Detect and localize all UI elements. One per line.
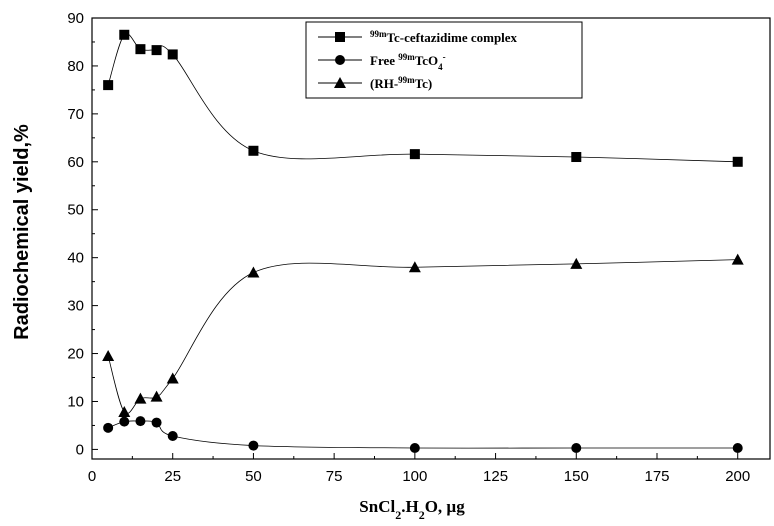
data-point-square (135, 44, 146, 55)
x-tick-label: 100 (402, 468, 427, 485)
data-point-square (103, 80, 114, 91)
series-line (107, 33, 738, 163)
y-tick-label: 80 (67, 58, 84, 75)
legend-entry-part: (RH- (370, 76, 398, 91)
data-point-circle (248, 440, 259, 451)
series-triangle (102, 253, 744, 418)
plot-frame (91, 17, 771, 460)
data-point-triangle (150, 390, 163, 402)
x-tick-label: 175 (644, 468, 669, 485)
y-tick-label: 30 (67, 298, 84, 315)
legend-entry-part: 99m (398, 75, 415, 85)
x-tick-label: 50 (245, 468, 262, 485)
legend-entry-part: - (443, 52, 446, 62)
data-point-square (409, 149, 420, 160)
x-axis-label-post: .H (401, 497, 418, 516)
data-point-square (151, 45, 162, 56)
data-point-circle (409, 442, 420, 453)
legend-entry: 99mTc-ceftazidime complex (370, 29, 518, 45)
y-tick-label: 20 (67, 346, 84, 363)
legend-entry: Free 99mTcO4- (370, 52, 446, 72)
x-tick-label: 0 (88, 468, 96, 485)
axes: 0 25 50 75 100 125 150 175 200 0 10 20 30 40 50 60 70 80 9… (67, 10, 771, 485)
x-tick-label: 25 (164, 468, 181, 485)
data-point-square (248, 145, 259, 156)
legend-entry-part: Free (370, 53, 398, 68)
data-point-triangle (102, 349, 115, 361)
series-line (107, 259, 738, 414)
data-point-circle (119, 416, 130, 427)
data-point-square (732, 156, 743, 167)
data-point-triangle (247, 266, 260, 278)
legend-marker-circle (335, 55, 345, 65)
y-tick-label: 10 (67, 393, 84, 410)
data-point-circle (103, 422, 114, 433)
data-point-circle (151, 417, 162, 428)
data-point-triangle (118, 406, 131, 418)
data-point-square (119, 29, 130, 40)
data-point-circle (135, 416, 146, 427)
x-tick-label: 125 (483, 468, 508, 485)
x-tick-label: 200 (725, 468, 750, 485)
data-point-circle (167, 430, 178, 441)
y-tick-label: 90 (67, 10, 84, 27)
legend-entry: (RH-99mTc) (370, 75, 432, 91)
y-axis-label: Radiochemical yield,% (11, 124, 33, 340)
legend-entry-part: 99m (370, 29, 387, 39)
data-point-triangle (570, 257, 583, 269)
series-square (103, 29, 743, 167)
legend-marker-square (335, 32, 345, 42)
y-tick-label: 0 (76, 441, 84, 458)
data-point-triangle (166, 372, 179, 384)
data-point-square (571, 152, 582, 163)
x-axis-label-sub: 2 (395, 508, 401, 522)
data-point-circle (571, 442, 582, 453)
y-tick-label: 70 (67, 106, 84, 123)
x-tick-label: 150 (564, 468, 589, 485)
series-layer (102, 29, 744, 453)
legend-marker-triangle (334, 77, 346, 88)
data-point-triangle (408, 261, 421, 273)
data-point-square (167, 49, 178, 60)
x-tick-label: 75 (326, 468, 343, 485)
y-tick-label: 50 (67, 202, 84, 219)
legend-entry-part: Tc-ceftazidime complex (387, 30, 518, 45)
x-axis-label: SnCl2.H2O, µg (359, 497, 465, 522)
legend-entry-part: 99m (398, 52, 415, 62)
series-circle (103, 416, 743, 453)
legend-entry-part: Tc) (415, 76, 433, 91)
y-tick-label: 40 (67, 250, 84, 267)
y-tick-label: 60 (67, 154, 84, 171)
x-axis-label-pre: SnCl (359, 497, 395, 516)
data-point-triangle (731, 253, 744, 265)
legend-entry-part: TcO (415, 53, 438, 68)
legend-entry-part: 4 (438, 62, 443, 72)
x-axis-label-sub2: 2 (419, 508, 425, 522)
series-line (107, 420, 738, 449)
data-point-triangle (134, 392, 147, 404)
x-axis-label-tail: O, µg (425, 497, 466, 516)
data-point-circle (732, 442, 743, 453)
